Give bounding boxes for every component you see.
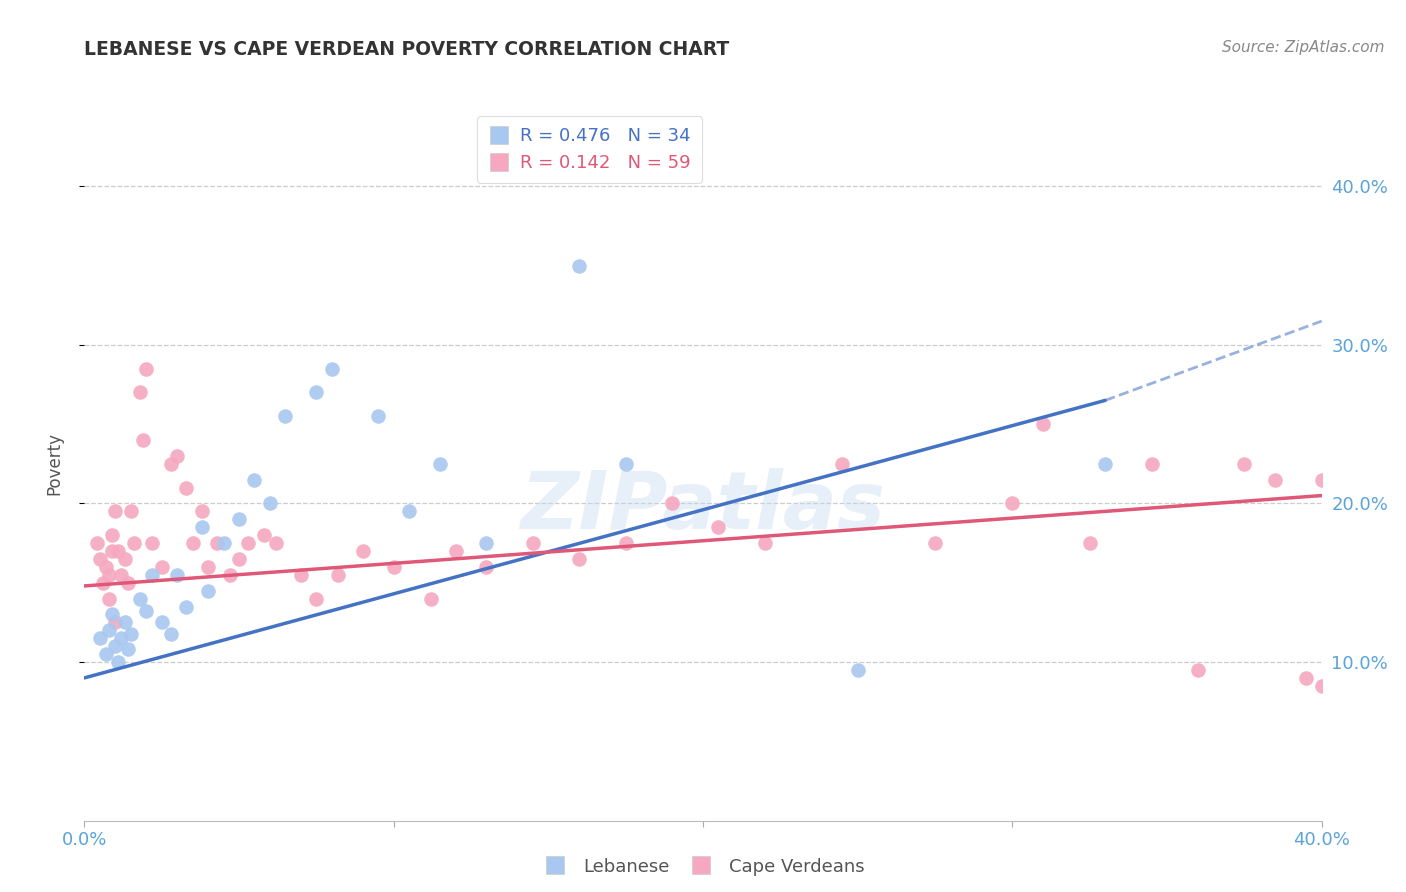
Point <box>181 536 204 550</box>
Point <box>614 536 637 550</box>
Y-axis label: Poverty: Poverty <box>45 433 63 495</box>
Point <box>1094 457 1116 471</box>
Point <box>1032 417 1054 432</box>
Point <box>419 591 441 606</box>
Point <box>197 560 219 574</box>
Point <box>238 536 260 550</box>
Point <box>212 536 235 550</box>
Point <box>253 528 276 542</box>
Point <box>1295 671 1317 685</box>
Point <box>94 647 117 661</box>
Point <box>89 632 111 646</box>
Point <box>101 544 124 558</box>
Point <box>129 591 152 606</box>
Point <box>305 385 328 400</box>
Point <box>305 591 328 606</box>
Point <box>101 607 124 622</box>
Point <box>326 567 349 582</box>
Point <box>86 536 108 550</box>
Point <box>191 520 214 534</box>
Point <box>259 496 281 510</box>
Point <box>754 536 776 550</box>
Point <box>114 615 136 630</box>
Point <box>274 409 297 424</box>
Point <box>91 575 114 590</box>
Point <box>107 544 129 558</box>
Point <box>321 361 343 376</box>
Point <box>614 457 637 471</box>
Point <box>568 259 591 273</box>
Point <box>117 642 139 657</box>
Point <box>98 624 121 638</box>
Point <box>264 536 287 550</box>
Point <box>661 496 683 510</box>
Point <box>114 552 136 566</box>
Point <box>197 583 219 598</box>
Point <box>166 567 188 582</box>
Point <box>135 361 157 376</box>
Point <box>98 591 121 606</box>
Legend: Lebanese, Cape Verdeans: Lebanese, Cape Verdeans <box>534 851 872 883</box>
Point <box>429 457 451 471</box>
Point <box>218 567 240 582</box>
Point <box>132 433 155 447</box>
Point <box>117 575 139 590</box>
Point <box>207 536 229 550</box>
Point <box>120 504 142 518</box>
Point <box>924 536 946 550</box>
Point <box>150 560 173 574</box>
Point <box>707 520 730 534</box>
Point <box>367 409 389 424</box>
Point <box>135 604 157 618</box>
Point <box>1310 679 1333 693</box>
Point <box>1264 473 1286 487</box>
Point <box>129 385 152 400</box>
Point <box>160 626 183 640</box>
Point <box>475 536 498 550</box>
Point <box>89 552 111 566</box>
Point <box>104 639 127 653</box>
Point <box>166 449 188 463</box>
Point <box>176 599 198 614</box>
Point <box>101 528 124 542</box>
Point <box>1001 496 1024 510</box>
Point <box>228 552 250 566</box>
Point <box>228 512 250 526</box>
Point <box>568 552 591 566</box>
Point <box>107 655 129 669</box>
Point <box>141 567 163 582</box>
Text: ZIPatlas: ZIPatlas <box>520 467 886 546</box>
Point <box>846 663 869 677</box>
Point <box>398 504 420 518</box>
Point <box>141 536 163 550</box>
Point <box>475 560 498 574</box>
Point <box>243 473 266 487</box>
Point <box>176 481 198 495</box>
Point <box>444 544 467 558</box>
Point <box>150 615 173 630</box>
Point <box>290 567 312 582</box>
Point <box>98 567 121 582</box>
Point <box>110 567 132 582</box>
Point <box>94 560 117 574</box>
Point <box>1310 473 1333 487</box>
Point <box>104 615 127 630</box>
Text: LEBANESE VS CAPE VERDEAN POVERTY CORRELATION CHART: LEBANESE VS CAPE VERDEAN POVERTY CORRELA… <box>84 40 730 59</box>
Point <box>1140 457 1163 471</box>
Point <box>352 544 374 558</box>
Point <box>1187 663 1209 677</box>
Point <box>104 504 127 518</box>
Point <box>120 626 142 640</box>
Point <box>122 536 145 550</box>
Text: Source: ZipAtlas.com: Source: ZipAtlas.com <box>1222 40 1385 55</box>
Point <box>110 632 132 646</box>
Point <box>1233 457 1256 471</box>
Point <box>191 504 214 518</box>
Point <box>1078 536 1101 550</box>
Point <box>522 536 544 550</box>
Point <box>382 560 405 574</box>
Point <box>160 457 183 471</box>
Point <box>831 457 853 471</box>
